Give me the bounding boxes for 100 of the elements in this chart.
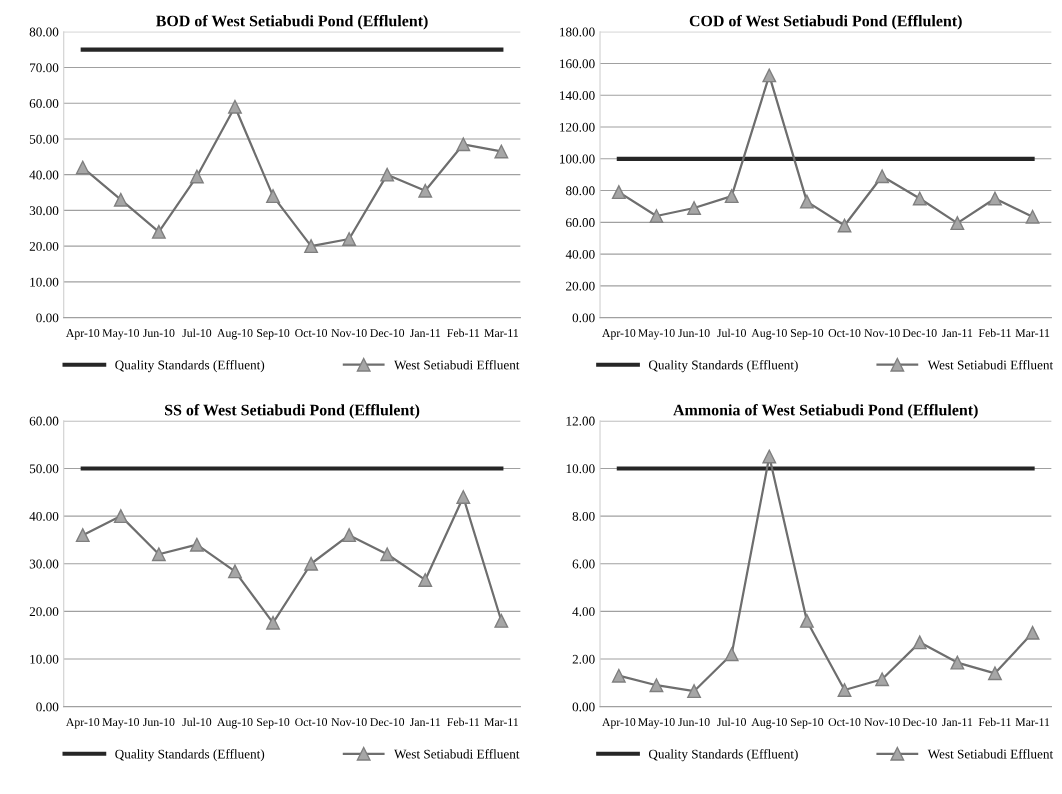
point: [494, 613, 509, 628]
y-tick-label: 40.00: [29, 170, 59, 180]
chart-title: COD of West Setiabudi Pond (Efflulent): [689, 14, 962, 30]
legend-label: Quality Standards (Effluent): [115, 749, 265, 762]
x-tick-label: Oct-10: [295, 718, 328, 727]
y-tick-label: 70.00: [30, 63, 59, 73]
x-tick-label: Aug-10: [217, 718, 253, 729]
x-tick-label: Nov-10: [331, 718, 367, 727]
point: [342, 232, 357, 246]
point: [837, 683, 852, 697]
x-tick-label: Jun-10: [678, 329, 710, 338]
x-tick-label: Feb-11: [978, 328, 1011, 338]
x-tick-label: Jul-10: [182, 717, 212, 727]
point: [380, 167, 395, 182]
x-tick-label: Oct-10: [295, 329, 328, 338]
point: [189, 537, 204, 552]
y-tick-label: 120.00: [560, 122, 595, 132]
point: [988, 666, 1002, 681]
point: [912, 635, 927, 650]
point: [494, 144, 509, 159]
x-tick-label: Sep-10: [257, 718, 290, 729]
y-tick-label: 4.00: [572, 607, 595, 617]
point: [418, 183, 433, 198]
y-tick-label: 100.00: [560, 154, 595, 164]
y-tick-label: 0.00: [36, 313, 59, 323]
legend-label: West Setiabudi Effluent: [394, 749, 520, 759]
x-tick-label: Jun-10: [678, 718, 710, 727]
y-tick-label: 20.00: [29, 241, 59, 251]
point: [456, 490, 471, 504]
point: [649, 209, 664, 223]
x-tick-label: Feb-11: [978, 717, 1011, 727]
y-tick-label: 140.00: [560, 91, 595, 101]
point: [151, 224, 166, 239]
x-tick-label: Jul-10: [717, 328, 746, 338]
x-tick-label: Jan-11: [409, 718, 441, 727]
x-tick-label: Jul-10: [182, 328, 212, 338]
y-tick-label: 50.00: [29, 134, 59, 144]
x-tick-label: Oct-10: [828, 329, 861, 338]
x-tick-label: Feb-11: [447, 328, 480, 338]
y-tick-label: 80.00: [565, 186, 595, 196]
y-tick-label: 10.00: [30, 654, 59, 664]
point: [75, 528, 90, 543]
x-tick-label: Dec-10: [370, 718, 405, 727]
y-tick-label: 60.00: [29, 99, 59, 108]
y-tick-label: 10.00: [30, 277, 59, 287]
x-tick-label: Jun-10: [143, 329, 175, 338]
point: [912, 191, 927, 206]
point: [113, 192, 128, 207]
x-tick-label: Nov-10: [331, 329, 367, 338]
y-tick-label: 60.00: [29, 416, 59, 426]
x-tick-label: Oct-10: [828, 718, 861, 727]
y-tick-label: 80.00: [29, 27, 59, 37]
x-tick-label: Jun-10: [143, 718, 175, 727]
x-tick-label: Sep-10: [790, 329, 824, 340]
point: [799, 613, 814, 628]
x-tick-label: Aug-10: [751, 718, 787, 729]
x-tick-label: Feb-11: [447, 717, 480, 727]
y-tick-label: 10.00: [566, 464, 595, 474]
y-tick-label: 20.00: [566, 281, 595, 291]
x-tick-label: May-10: [102, 718, 140, 729]
point: [342, 528, 357, 543]
point: [113, 509, 128, 524]
y-tick-label: 40.00: [29, 511, 59, 521]
chart-title: Ammonia of West Setiabudi Pond (Efflulent): [673, 404, 978, 419]
point: [687, 684, 702, 699]
point: [266, 615, 280, 630]
legend-label: West Setiabudi Effluent: [927, 360, 1054, 370]
x-tick-label: Jan-11: [409, 329, 441, 338]
point: [687, 201, 702, 215]
x-tick-label: Mar-11: [484, 718, 519, 727]
point: [151, 547, 166, 562]
x-tick-label: Mar-11: [1015, 329, 1050, 338]
x-tick-label: May-10: [638, 329, 675, 340]
point: [988, 191, 1002, 206]
y-tick-label: 0.00: [572, 313, 595, 323]
point: [799, 194, 814, 209]
x-tick-label: Nov-10: [864, 718, 900, 727]
point: [1025, 625, 1040, 640]
y-tick-label: 0.00: [36, 702, 59, 712]
y-tick-label: 40.00: [565, 249, 595, 259]
point: [611, 185, 626, 200]
y-tick-label: 180.00: [560, 27, 595, 37]
x-tick-label: Sep-10: [790, 718, 824, 729]
legend-label: Quality Standards (Effluent): [648, 749, 798, 762]
point: [266, 189, 280, 204]
y-tick-label: 30.00: [29, 206, 59, 216]
y-tick-label: 160.00: [560, 59, 595, 69]
x-tick-label: May-10: [638, 718, 675, 729]
x-tick-label: May-10: [102, 329, 140, 340]
point: [304, 239, 319, 254]
y-tick-label: 20.00: [29, 607, 59, 617]
point: [456, 137, 471, 152]
point: [950, 655, 965, 670]
point: [380, 547, 395, 562]
point: [875, 672, 890, 687]
x-tick-label: Apr-10: [65, 329, 100, 340]
x-tick-label: Jul-10: [717, 717, 746, 727]
y-tick-label: 2.00: [572, 654, 595, 664]
point: [649, 678, 664, 693]
point: [228, 564, 242, 579]
